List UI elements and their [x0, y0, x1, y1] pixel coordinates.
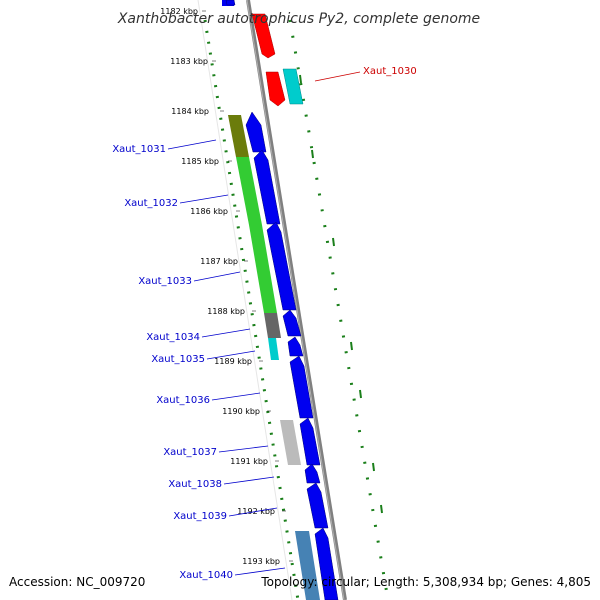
gene-label: Xaut_1031	[112, 144, 166, 155]
kbp-label: 1187 kbp	[200, 257, 238, 266]
rna-feature-lower	[265, 71, 286, 107]
cds-arrow	[289, 355, 314, 419]
cds-arrow	[287, 336, 304, 357]
gene-label: Xaut_1038	[168, 479, 222, 490]
cog-band-cyan	[268, 338, 279, 360]
gene-label-leaders	[167, 71, 361, 576]
topology-text: Topology: circular; Length: 5,308,934 bp…	[260, 575, 591, 589]
kbp-label: 1184 kbp	[171, 107, 209, 116]
accession-text: Accession: NC_009720	[9, 575, 145, 589]
cog-band-green-1	[236, 157, 262, 225]
gene-label: Xaut_1030	[363, 66, 417, 77]
kbp-label: 1188 kbp	[207, 307, 245, 316]
map-title: Xanthobacter autotrophicus Py2, complete…	[117, 11, 480, 27]
cds-arrow	[245, 111, 267, 153]
gene-label: Xaut_1036	[156, 395, 210, 406]
gene-labels: Xaut_1030 Xaut_1031 Xaut_1032 Xaut_1033 …	[112, 66, 416, 581]
cds-arrow	[304, 463, 321, 484]
cog-band-steelblue	[295, 531, 320, 600]
backbone-ring-highlight	[246, 0, 345, 600]
kbp-ticks	[202, 10, 293, 562]
xaut-1030-gene	[282, 68, 304, 105]
kbp-label: 1183 kbp	[170, 57, 208, 66]
gene-label: Xaut_1037	[163, 447, 217, 458]
cds-arrow	[314, 527, 339, 600]
gene-label: Xaut_1034	[146, 332, 200, 343]
kbp-label: 1190 kbp	[222, 407, 260, 416]
kbp-label: 1185 kbp	[181, 157, 219, 166]
kbp-label: 1189 kbp	[214, 357, 252, 366]
kbp-label: 1193 kbp	[242, 557, 280, 566]
cog-band-gray	[264, 313, 281, 338]
gene-label: Xaut_1033	[138, 276, 192, 287]
cds-arrow	[282, 309, 302, 337]
gene-label: Xaut_1040	[179, 570, 233, 581]
cds-arrow	[299, 417, 321, 466]
rna-feature	[251, 13, 276, 59]
gc-skew-marks	[299, 74, 383, 514]
gene-label: Xaut_1032	[124, 198, 178, 209]
gc-content-dots-right	[288, 19, 390, 600]
forward-cds-track	[225, 0, 339, 600]
cds-arrow	[253, 149, 281, 225]
gene-label: Xaut_1039	[173, 511, 227, 522]
kbp-label: 1182 kbp	[160, 7, 198, 16]
kbp-label: 1186 kbp	[190, 207, 228, 216]
cog-band-lightgray	[280, 420, 301, 465]
gene-label: Xaut_1035	[151, 354, 205, 365]
backbone-ring	[246, 0, 347, 600]
cds-arrow	[266, 221, 297, 311]
cds-arrow	[225, 0, 236, 6]
cog-band-green-2	[249, 225, 277, 313]
cds-arrow	[306, 482, 329, 529]
kbp-label: 1191 kbp	[230, 457, 268, 466]
cog-band-olive	[228, 115, 249, 157]
inner-track-edge	[197, 0, 293, 600]
